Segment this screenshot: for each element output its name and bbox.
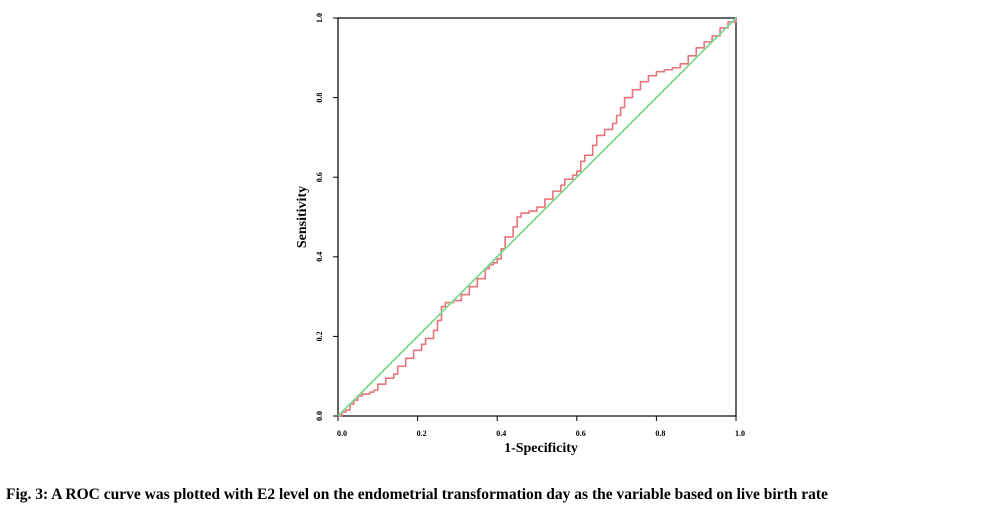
x-tick-label: 0.6 — [576, 429, 586, 438]
y-tick-label: 0.8 — [315, 93, 324, 103]
roc-curve-line — [338, 18, 737, 417]
y-tick-label: 0.0 — [315, 411, 324, 421]
x-tick-label: 0.4 — [496, 429, 506, 438]
figure-caption: Fig. 3: A ROC curve was plotted with E2 … — [6, 486, 828, 503]
x-tick-label: 1.0 — [735, 429, 745, 438]
y-tick-label: 0.4 — [315, 252, 324, 262]
plot-frame — [337, 17, 737, 417]
x-tick-label: 0.0 — [337, 429, 347, 438]
roc-chart-svg: 0.0 0.2 0.4 0.6 0.8 1.0 0.0 0.2 0.4 0.6 0.8 1.0 1-Sp… — [295, 13, 745, 456]
x-axis-title: 1-Specificity — [504, 441, 578, 456]
y-axis-title: Sensitivity — [295, 186, 310, 248]
reference-diagonal-line — [337, 17, 737, 417]
x-tick-label: 0.2 — [417, 429, 427, 438]
y-tick-label: 0.2 — [315, 331, 324, 341]
y-tick-label: 1.0 — [315, 13, 324, 23]
y-tick-label: 0.6 — [315, 172, 324, 182]
x-tick-label: 0.8 — [655, 429, 665, 438]
